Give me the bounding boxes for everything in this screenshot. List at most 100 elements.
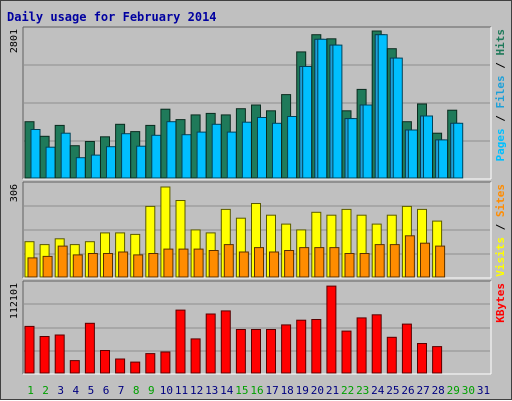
x-tick-label-20: 20 <box>311 384 324 397</box>
legend-item-pages: Pages <box>494 128 507 161</box>
bar-kbytes-7 <box>115 358 126 374</box>
bar-sites-1 <box>27 257 38 278</box>
bar-sites-21 <box>329 247 340 278</box>
x-tick-label-22: 22 <box>341 384 354 397</box>
bar-pages-18 <box>287 116 298 179</box>
legend-item-files: Files <box>494 75 507 108</box>
legend-visits-sites: Visits / Sites <box>494 184 507 277</box>
x-tick-label-24: 24 <box>371 384 385 397</box>
x-tick-label-11: 11 <box>175 384 188 397</box>
bar-pages-23 <box>362 104 373 179</box>
x-tick-label-9: 9 <box>148 384 155 397</box>
bar-kbytes-23 <box>356 317 367 374</box>
legend-pages-files-hits: Pages / Files / Hits <box>494 29 507 162</box>
bar-kbytes-10 <box>160 351 171 374</box>
bar-sites-13 <box>208 250 219 278</box>
x-tick-label-3: 3 <box>57 384 64 397</box>
bar-kbytes-9 <box>145 353 156 374</box>
bar-pages-28 <box>438 139 449 179</box>
x-tick-label-2: 2 <box>42 384 49 397</box>
legend-item-kbytes: KBytes <box>494 283 507 323</box>
bar-kbytes-27 <box>417 343 427 374</box>
x-tick-label-12: 12 <box>190 384 203 397</box>
bar-pages-2 <box>45 146 56 179</box>
bar-pages-6 <box>106 146 116 179</box>
bar-kbytes-16 <box>251 329 261 374</box>
bar-sites-20 <box>314 247 325 278</box>
x-tick-label-4: 4 <box>72 384 79 397</box>
bar-kbytes-21 <box>326 285 337 374</box>
bar-sites-11 <box>178 248 189 278</box>
bar-sites-16 <box>254 247 264 278</box>
bar-pages-16 <box>257 117 267 179</box>
bar-kbytes-22 <box>341 330 352 374</box>
bar-kbytes-20 <box>311 319 322 374</box>
bar-pages-14 <box>226 131 237 179</box>
legend-separator: / <box>494 217 507 237</box>
x-tick-label-10: 10 <box>160 384 173 397</box>
bar-sites-26 <box>404 235 415 278</box>
x-tick-label-13: 13 <box>205 384 218 397</box>
bar-pages-21 <box>332 44 343 179</box>
bar-pages-5 <box>90 154 101 179</box>
bar-pages-20 <box>317 38 328 179</box>
bar-kbytes-19 <box>296 319 307 374</box>
x-tick-label-15: 15 <box>235 384 248 397</box>
x-tick-label-7: 7 <box>118 384 125 397</box>
x-tick-label-25: 25 <box>386 384 399 397</box>
bar-pages-11 <box>181 134 192 179</box>
bar-kbytes-25 <box>386 336 397 374</box>
bar-kbytes-4 <box>69 360 80 374</box>
bar-kbytes-13 <box>205 313 216 374</box>
bar-sites-5 <box>87 253 98 278</box>
max-label: 112101 <box>9 283 20 319</box>
bar-pages-13 <box>211 123 222 179</box>
max-label: 306 <box>9 184 20 202</box>
bar-pages-19 <box>302 66 313 179</box>
legend-item-hits: Hits <box>494 29 507 56</box>
bar-pages-29 <box>453 122 464 179</box>
x-tick-label-6: 6 <box>103 384 110 397</box>
bar-pages-26 <box>407 129 418 179</box>
bar-kbytes-3 <box>54 334 65 374</box>
x-tick-label-28: 28 <box>432 384 445 397</box>
bar-sites-3 <box>57 245 68 278</box>
bar-sites-15 <box>238 251 249 278</box>
legend-separator: / <box>494 56 507 76</box>
bar-kbytes-11 <box>175 309 186 374</box>
bar-pages-24 <box>377 34 388 179</box>
bar-kbytes-1 <box>24 325 35 374</box>
bar-kbytes-24 <box>371 314 382 374</box>
bar-sites-6 <box>103 253 113 278</box>
legend-item-visits: Visits <box>494 237 507 277</box>
bar-pages-8 <box>136 145 147 179</box>
bar-sites-19 <box>299 247 310 278</box>
bar-sites-17 <box>269 251 279 278</box>
bar-sites-2 <box>42 255 53 278</box>
x-tick-label-30: 30 <box>462 384 475 397</box>
bar-sites-8 <box>133 254 144 278</box>
x-tick-label-23: 23 <box>356 384 369 397</box>
x-tick-label-29: 29 <box>447 384 460 397</box>
bar-kbytes-8 <box>130 361 141 374</box>
x-tick-label-19: 19 <box>296 384 309 397</box>
bar-pages-7 <box>121 133 132 179</box>
x-tick-label-14: 14 <box>220 384 234 397</box>
bar-sites-28 <box>435 245 446 278</box>
bar-sites-12 <box>193 248 204 278</box>
bar-sites-27 <box>420 242 430 278</box>
bar-pages-12 <box>196 131 207 179</box>
bar-sites-14 <box>223 244 234 278</box>
x-tick-label-26: 26 <box>401 384 414 397</box>
chart-title: Daily usage for February 2014 <box>7 10 217 24</box>
x-tick-label-27: 27 <box>416 384 429 397</box>
bar-pages-17 <box>272 122 282 179</box>
bar-sites-9 <box>148 253 159 278</box>
x-tick-label-1: 1 <box>27 384 34 397</box>
x-tick-label-17: 17 <box>265 384 278 397</box>
bar-kbytes-28 <box>432 346 443 374</box>
bar-pages-27 <box>423 115 433 179</box>
bar-kbytes-2 <box>39 336 50 374</box>
x-tick-label-16: 16 <box>250 384 263 397</box>
